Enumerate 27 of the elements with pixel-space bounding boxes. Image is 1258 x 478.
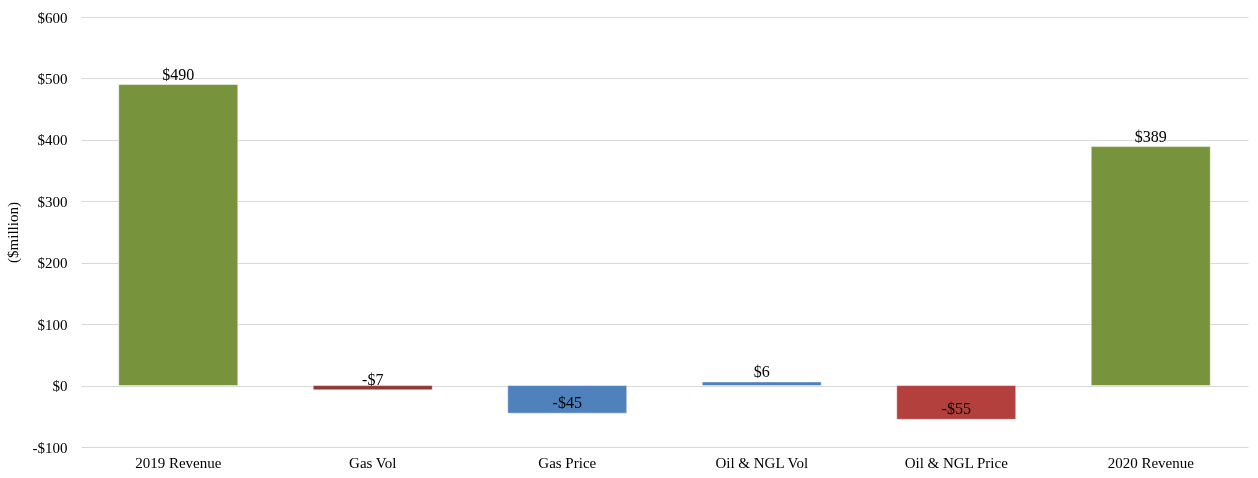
y-tick-label: $400 (37, 132, 68, 149)
bar (896, 385, 1017, 420)
x-tick-label: 2019 Revenue (135, 454, 222, 471)
x-tick-label: Gas Price (538, 454, 597, 471)
y-tick-label: $100 (37, 316, 68, 333)
y-tick-label: $0 (52, 378, 68, 395)
x-tick-label: 2020 Revenue (1107, 454, 1195, 471)
y-tick-label: $500 (37, 70, 68, 87)
y-tick-label: -$100 (32, 439, 68, 456)
bar (701, 381, 822, 386)
bar (118, 84, 239, 386)
y-axis-title: ($million) (4, 202, 22, 263)
bar (507, 385, 628, 414)
x-tick-label: Gas Vol (349, 454, 397, 471)
y-tick-label: $600 (37, 9, 68, 26)
x-tick-label: Oil & NGL Vol (715, 454, 809, 471)
data-label: -$55 (941, 400, 971, 418)
y-tick-label: $200 (37, 255, 68, 272)
data-label: $6 (753, 362, 770, 380)
x-tick-label: Oil & NGL Price (904, 454, 1009, 471)
bar (312, 385, 433, 391)
data-label: -$7 (362, 370, 384, 388)
data-label: $389 (1134, 127, 1167, 145)
data-label: -$45 (552, 394, 582, 412)
bar (1090, 146, 1211, 386)
data-label: $490 (162, 65, 195, 83)
y-tick-label: $300 (37, 193, 68, 210)
